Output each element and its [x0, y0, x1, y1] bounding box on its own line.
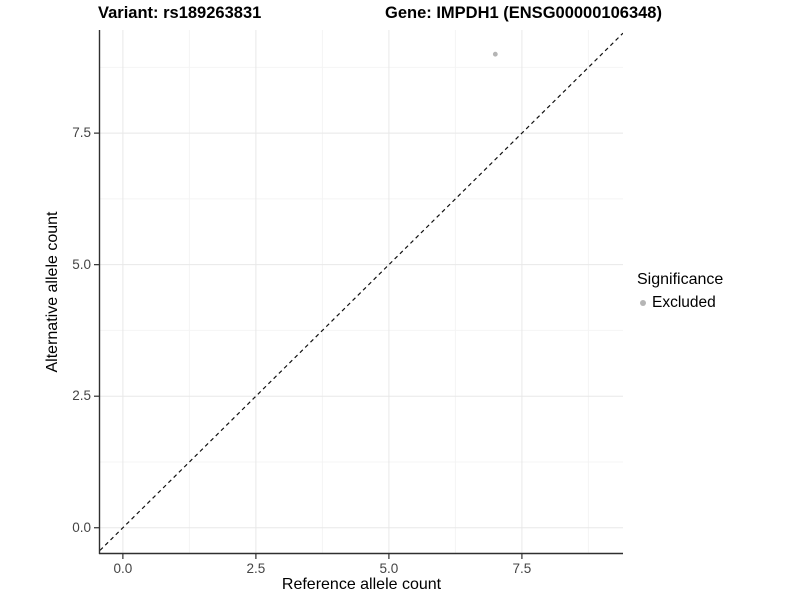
y-tick-label: 5.0: [72, 256, 91, 272]
excluded-point-icon: [640, 300, 646, 306]
legend-title: Significance: [637, 271, 724, 288]
plot-title-gene: Gene: IMPDH1 (ENSG00000106348): [385, 4, 662, 22]
legend-item-label: Excluded: [652, 294, 716, 311]
x-tick-label: 2.5: [246, 561, 266, 576]
x-tick-label: 0.0: [113, 561, 133, 576]
y-axis-title: Alternative allele count: [44, 211, 61, 373]
y-tick-label: 0.0: [72, 519, 91, 535]
plot-title-variant: Variant: rs189263831: [98, 4, 262, 22]
legend-item-excluded: Excluded: [637, 294, 723, 312]
y-tick-label: 2.5: [72, 388, 91, 404]
y-tick-label: 7.5: [72, 125, 91, 141]
x-axis-title: Reference allele count: [281, 576, 442, 593]
legend: Significance Excluded: [637, 271, 723, 312]
x-tick-label: 7.5: [512, 561, 532, 576]
x-tick-label: 5.0: [379, 561, 399, 576]
